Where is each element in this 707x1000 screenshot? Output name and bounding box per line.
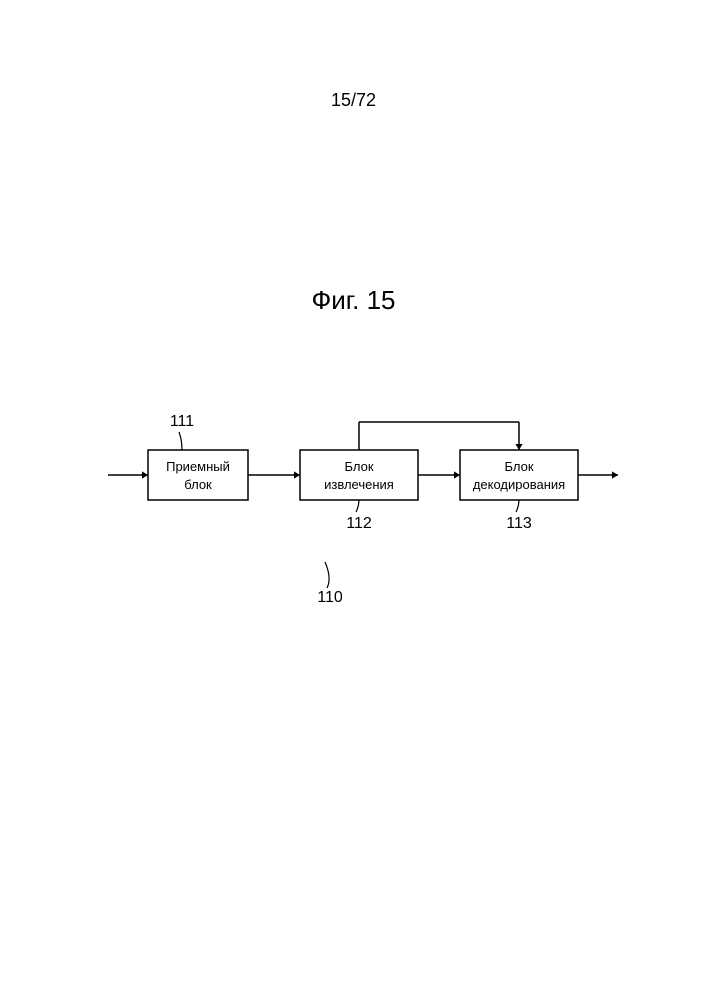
figure-title: Фиг. 15 [312,285,396,316]
flowchart-diagram: Приемный блок 111 Блок извлечения 112 Блок деко… [0,380,707,660]
svg-text:113: 113 [506,515,532,532]
svg-text:Блок: Блок [504,459,533,474]
svg-text:Приемный: Приемный [166,459,230,474]
svg-text:Блок: Блок [344,459,373,474]
svg-text:110: 110 [317,589,343,606]
svg-text:декодирования: декодирования [473,477,565,492]
svg-text:блок: блок [184,477,212,492]
svg-text:111: 111 [170,413,194,430]
svg-text:112: 112 [346,515,372,532]
svg-text:извлечения: извлечения [324,477,394,492]
page-number: 15/72 [331,90,376,111]
